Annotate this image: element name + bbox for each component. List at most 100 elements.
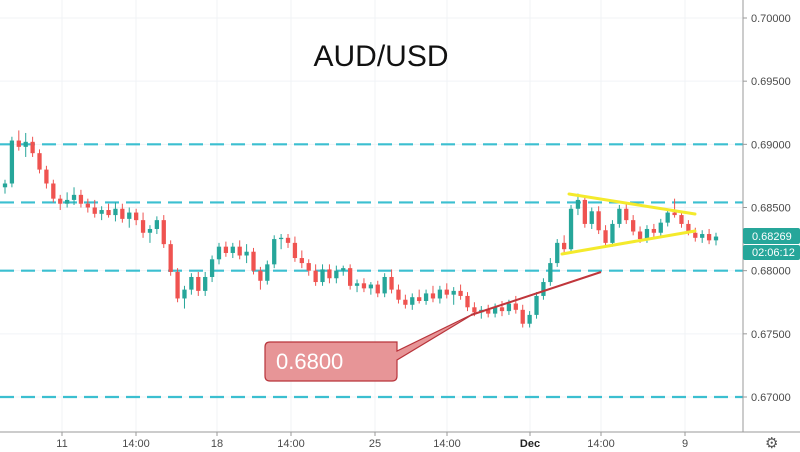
candle-body-down: [175, 271, 180, 299]
last-price-badge: [743, 228, 800, 244]
countdown-badge: [743, 245, 800, 260]
candle: [665, 208, 670, 227]
candle: [120, 203, 125, 223]
candle-body-up: [244, 251, 249, 256]
candle: [99, 206, 104, 221]
candle-body-down: [120, 208, 125, 219]
candle-body-down: [327, 269, 332, 279]
candle-body-up: [113, 208, 118, 216]
candle: [410, 293, 415, 310]
time-tick-label: 18: [211, 438, 223, 450]
candle-body-down: [444, 289, 449, 295]
candle: [161, 215, 166, 248]
candle-body-up: [527, 314, 532, 324]
time-tick-label: 11: [56, 438, 67, 450]
candle-body-up: [451, 290, 456, 295]
candle: [106, 203, 111, 218]
candle-body-up: [700, 234, 705, 238]
candle-body-up: [382, 276, 387, 294]
rising-trendline[interactable]: [470, 271, 602, 316]
candle: [85, 198, 90, 213]
candle-body-down: [306, 263, 311, 271]
candle-body-up: [658, 222, 663, 233]
candle-body-up: [2, 183, 8, 188]
candle: [617, 204, 622, 228]
candle-body-down: [37, 153, 42, 170]
candle-body-down: [361, 283, 367, 289]
candle: [375, 280, 380, 298]
candle: [92, 199, 97, 218]
candle-body-up: [410, 297, 415, 305]
candle-body-up: [154, 220, 160, 229]
candle-body-up: [354, 283, 360, 286]
candle: [134, 208, 139, 226]
candle-body-down: [106, 210, 111, 216]
candle-body-up: [265, 264, 270, 281]
candle: [175, 268, 180, 303]
candle: [244, 244, 249, 264]
candle-body-up: [203, 276, 208, 291]
candle-body-down: [78, 194, 84, 204]
candle: [672, 198, 677, 218]
time-tick-label: 14:00: [587, 438, 615, 450]
candle-body-up: [216, 246, 222, 260]
candle-body-down: [58, 198, 63, 204]
candle-body-down: [161, 220, 166, 245]
candle: [451, 287, 456, 305]
candle: [341, 265, 346, 276]
candle: [382, 273, 387, 298]
candle-body-up: [9, 140, 15, 184]
time-tick-label: 14:00: [122, 438, 150, 450]
candle-body-down: [651, 228, 657, 233]
candle: [189, 273, 194, 295]
candle: [154, 216, 160, 235]
gear-icon[interactable]: ⚙: [765, 434, 778, 452]
candle-body-down: [513, 303, 518, 310]
candle-body-down: [299, 258, 304, 264]
candle: [327, 264, 332, 284]
candle-body-up: [506, 303, 512, 312]
price-callout[interactable]: 0.6800: [264, 312, 476, 382]
candle: [444, 283, 449, 299]
candle: [348, 264, 353, 290]
time-tick-label: 9: [682, 438, 688, 450]
candle: [320, 264, 325, 286]
candle-body-up: [64, 199, 70, 204]
triangle-upper-line[interactable]: [567, 192, 697, 216]
candle: [237, 240, 242, 260]
triangle-lower-line[interactable]: [560, 229, 697, 256]
candle-body-down: [672, 212, 677, 216]
candle: [313, 264, 318, 286]
time-axis[interactable]: 11 14:00 18 14:00 25 14:00 Dec 14:00 9: [56, 432, 688, 450]
candle-body-up: [320, 269, 325, 283]
candle-body-up: [575, 199, 581, 209]
time-tick-label: 14:00: [433, 438, 461, 450]
candle: [700, 230, 705, 243]
candle: [182, 285, 187, 309]
candle: [216, 242, 222, 265]
price-tick-label: 0.69000: [751, 139, 791, 151]
candle-body-down: [624, 208, 629, 221]
candle-body-up: [568, 208, 574, 250]
candle-body-down: [486, 309, 491, 314]
candle: [23, 132, 28, 157]
candle-body-down: [251, 251, 256, 271]
price-axis[interactable]: 0.70000 0.69500 0.69000 0.68500 0.68000 0.675…: [743, 13, 791, 404]
candle: [527, 311, 532, 328]
candle: [265, 260, 270, 285]
price-tick-label: 0.67000: [751, 392, 791, 404]
candle-body-up: [610, 223, 615, 243]
candle-body-down: [561, 242, 567, 250]
candle: [285, 234, 291, 248]
candle: [9, 136, 15, 188]
candle-body-down: [168, 244, 173, 272]
candle: [209, 255, 215, 283]
time-tick-label: Dec: [520, 438, 540, 450]
candle: [58, 194, 63, 211]
candle: [458, 284, 463, 300]
candle-body-down: [389, 276, 394, 290]
candle-body-up: [617, 208, 622, 224]
candle-body-down: [706, 234, 712, 241]
